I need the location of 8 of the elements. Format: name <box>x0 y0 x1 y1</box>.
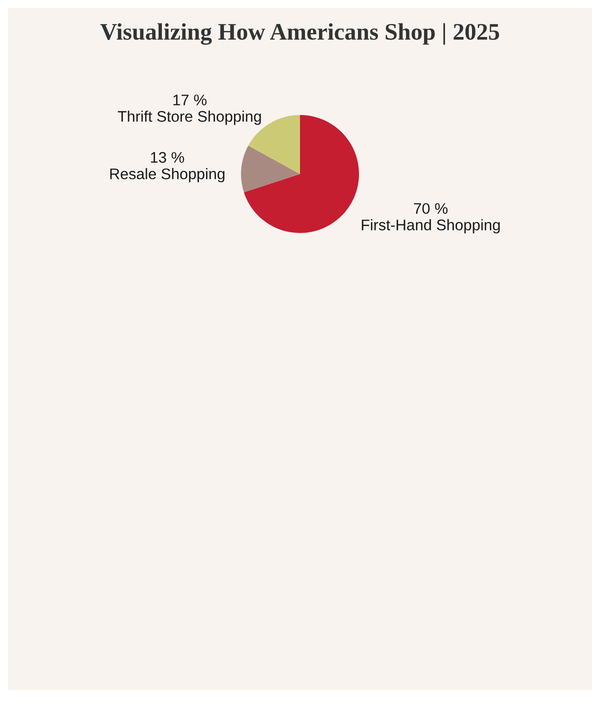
slice-label: Thrift Store Shopping <box>118 110 261 125</box>
pie-slice <box>241 146 300 192</box>
data-label: 70 % <box>414 203 448 214</box>
data-label: 13 % <box>150 152 184 163</box>
slice-label: First-Hand Shopping <box>362 219 500 234</box>
data-label: 17 % <box>173 94 207 106</box>
slice-label: Resale Shopping <box>110 168 224 182</box>
chart-title: Visualizing How Americans Shop | 2025 <box>100 23 500 45</box>
